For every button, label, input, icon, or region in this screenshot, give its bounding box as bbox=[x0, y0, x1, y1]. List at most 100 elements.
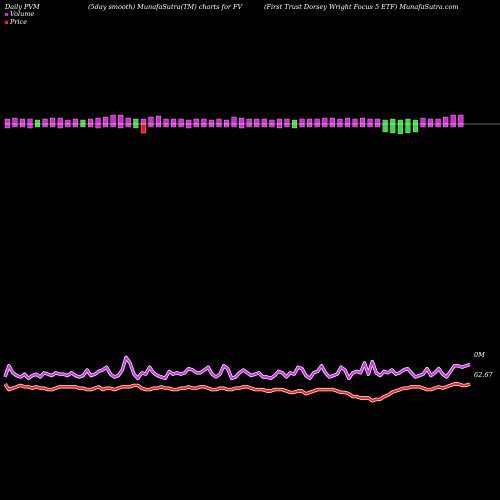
volume-bar-up bbox=[397, 119, 403, 125]
volume-bar-up bbox=[95, 117, 101, 125]
volume-bar-up bbox=[428, 118, 434, 125]
volume-bar-down bbox=[292, 123, 298, 129]
volume-bar-up bbox=[276, 118, 282, 125]
volume-bar-down bbox=[163, 123, 169, 128]
volume-bar-down bbox=[42, 123, 48, 128]
volume-bar-up bbox=[125, 117, 131, 125]
volume-bar-up bbox=[382, 119, 388, 125]
volume-bar-down bbox=[110, 123, 116, 128]
volume-bar-down bbox=[299, 123, 305, 128]
volume-bar-up bbox=[360, 117, 366, 125]
volume-bar-down bbox=[443, 123, 449, 128]
volume-bar-down bbox=[420, 123, 426, 128]
volume-bar-down bbox=[428, 123, 434, 128]
volume-bar-up bbox=[171, 118, 177, 125]
volume-bar-up bbox=[352, 118, 358, 125]
volume-bar-down bbox=[314, 123, 320, 128]
volume-bar-down bbox=[337, 123, 343, 128]
volume-bar-up bbox=[246, 118, 252, 125]
volume-bar-up bbox=[261, 118, 267, 125]
volume-bar-up bbox=[375, 118, 381, 125]
price-line-label: 62.67 bbox=[474, 371, 493, 379]
line-series bbox=[3, 355, 471, 403]
legend-swatch-price bbox=[5, 20, 8, 24]
volume-bar-up bbox=[163, 118, 169, 125]
volume-bar-up bbox=[367, 118, 373, 125]
volume-bar-up bbox=[201, 118, 207, 125]
volume-line-label: 0M bbox=[474, 351, 485, 359]
volume-bar-up bbox=[50, 117, 56, 125]
volume-bar-up bbox=[435, 118, 441, 125]
volume-bar-down bbox=[224, 123, 230, 128]
legend-item-volume: Volume bbox=[5, 10, 34, 18]
volume-bar-down bbox=[208, 123, 214, 128]
volume-bar-down bbox=[405, 123, 411, 134]
volume-bar-down bbox=[458, 123, 464, 128]
volume-bar-up bbox=[19, 118, 25, 125]
volume-bar-down bbox=[27, 123, 33, 129]
volume-bar-down bbox=[148, 123, 154, 128]
volume-bar-up bbox=[322, 117, 328, 125]
volume-bar-up bbox=[292, 119, 298, 125]
volume-bar-down bbox=[201, 123, 207, 128]
volume-bar-up bbox=[133, 118, 139, 125]
volume-bar-up bbox=[254, 118, 260, 125]
volume-bar-down bbox=[239, 123, 245, 129]
volume-bar-down bbox=[435, 123, 441, 128]
volume-bar-down bbox=[276, 123, 282, 129]
volume-bar-up bbox=[186, 119, 192, 125]
volume-bar-down bbox=[50, 123, 56, 128]
volume-bar-up bbox=[65, 119, 71, 125]
volume-bar-down bbox=[375, 123, 381, 128]
volume-bar-up bbox=[87, 118, 93, 125]
volume-bar-up bbox=[390, 118, 396, 125]
volume-bar-down bbox=[186, 123, 192, 129]
volume-bar-up bbox=[224, 119, 230, 125]
volume-bar-up bbox=[148, 116, 154, 125]
volume-bar-down bbox=[57, 123, 63, 129]
volume-bar-up bbox=[178, 118, 184, 125]
volume-bar-down bbox=[133, 123, 139, 129]
volume-bar-up bbox=[450, 114, 456, 125]
volume-bar-up bbox=[12, 117, 18, 125]
volume-bar-up bbox=[458, 114, 464, 125]
volume-bar-up bbox=[57, 117, 63, 125]
volume-bar-up bbox=[4, 118, 10, 125]
volume-bar-down bbox=[450, 123, 456, 128]
volume-bar-up bbox=[216, 118, 222, 125]
volume-bar-up bbox=[208, 119, 214, 125]
volume-bar-down bbox=[322, 123, 328, 128]
volume-bar-up bbox=[155, 115, 161, 125]
volume-bar-up bbox=[405, 118, 411, 125]
volume-bar-down bbox=[307, 123, 313, 128]
volume-bar-up bbox=[307, 118, 313, 125]
volume-bar-up bbox=[118, 114, 124, 125]
volume-bar-down bbox=[140, 123, 146, 134]
volume-bar-up bbox=[344, 117, 350, 125]
legend-swatch-volume bbox=[5, 12, 8, 16]
volume-bar-down bbox=[65, 123, 71, 128]
legend-label-price: Price bbox=[10, 18, 28, 26]
legend: Volume Price bbox=[5, 10, 34, 26]
volume-bar-up bbox=[72, 118, 78, 125]
legend-label-volume: Volume bbox=[10, 10, 35, 18]
volume-bar-down bbox=[80, 123, 86, 128]
legend-item-price: Price bbox=[5, 18, 34, 26]
volume-bar-down bbox=[344, 123, 350, 128]
volume-bar-down bbox=[19, 123, 25, 128]
volume-bar-down bbox=[87, 123, 93, 128]
volume-bar-up bbox=[35, 119, 41, 125]
volume-bar-down bbox=[360, 123, 366, 128]
volume-bar-up bbox=[42, 118, 48, 125]
volume-bar-down bbox=[12, 123, 18, 128]
volume-bar-down bbox=[193, 123, 199, 128]
volume-line bbox=[4, 356, 471, 380]
volume-bar-down bbox=[125, 123, 131, 128]
volume-bar-up bbox=[110, 114, 116, 125]
volume-bar-up bbox=[314, 118, 320, 125]
volume-bar-down bbox=[103, 123, 109, 128]
volume-bars bbox=[4, 114, 464, 135]
volume-bar-up bbox=[80, 119, 86, 125]
volume-bar-down bbox=[329, 123, 335, 128]
